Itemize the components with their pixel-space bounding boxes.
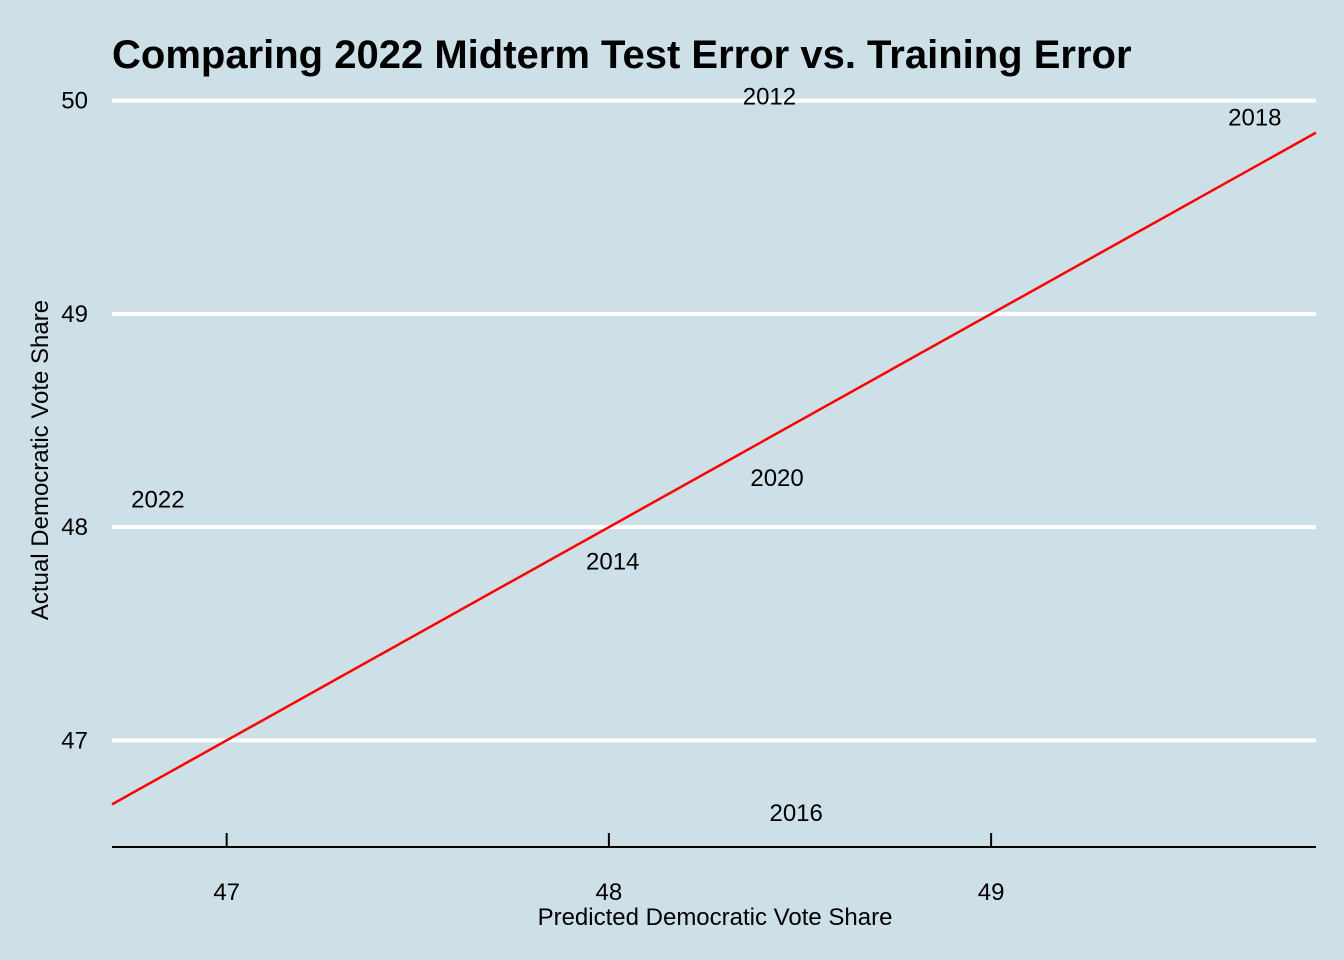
chart-title: Comparing 2022 Midterm Test Error vs. Tr… [112,33,1132,77]
x-tick-label-48: 48 [596,879,623,906]
x-tick-label-47: 47 [213,879,240,906]
x-tick-label-49: 49 [978,879,1005,906]
y-tick-label-47: 47 [61,727,88,754]
point-label-2016: 2016 [769,800,822,827]
point-label-2018: 2018 [1228,105,1281,132]
reference-line [111,131,1317,806]
y-tick-label-50: 50 [61,88,88,115]
point-label-2012: 2012 [743,83,796,110]
y-tick-label-48: 48 [61,514,88,541]
point-label-2022: 2022 [131,486,184,513]
reference-line-group [111,131,1317,806]
point-label-2020: 2020 [750,465,803,492]
x-axis-ticks: 47 48 49 [213,833,1004,906]
x-axis-title: Predicted Democratic Vote Share [538,904,893,931]
y-tick-label-49: 49 [61,301,88,328]
grid-lines [112,98,1316,743]
point-label-2014: 2014 [586,548,639,575]
y-axis-title: Actual Democratic Vote Share [27,300,54,620]
data-points: 2012 2014 2016 2018 2020 2022 [131,83,1281,826]
y-axis-ticks: 47 48 49 50 [61,88,88,755]
